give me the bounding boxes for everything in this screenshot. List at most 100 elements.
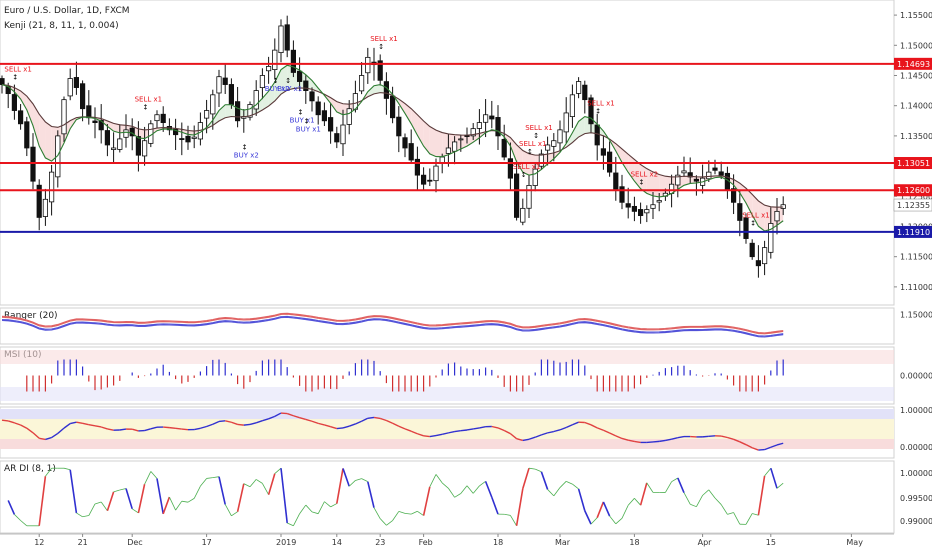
candle-body[interactable] (737, 203, 743, 221)
candle-body[interactable] (327, 117, 334, 132)
candle-body[interactable] (321, 110, 328, 122)
candle-body[interactable] (30, 146, 36, 182)
candle-body[interactable] (631, 205, 638, 212)
candle-body[interactable] (687, 172, 693, 178)
candle-body[interactable] (501, 138, 507, 158)
candle-body[interactable] (17, 110, 24, 125)
candle-body[interactable] (278, 25, 284, 54)
candle-body[interactable] (545, 144, 551, 151)
candle-body[interactable] (11, 94, 17, 111)
candle-body[interactable] (377, 60, 383, 81)
candle-body[interactable] (551, 140, 557, 147)
candle-body[interactable] (588, 97, 594, 125)
candle-body[interactable] (172, 128, 179, 136)
candle-body[interactable] (346, 108, 352, 125)
candle-body[interactable] (61, 99, 67, 135)
candle-body[interactable] (296, 70, 303, 82)
candle-body[interactable] (774, 210, 780, 222)
candle-body[interactable] (681, 170, 687, 174)
candle-body[interactable] (514, 173, 520, 218)
candle-body[interactable] (507, 158, 514, 179)
candle-body[interactable] (464, 135, 470, 137)
candle-body[interactable] (650, 204, 656, 209)
candle-body[interactable] (272, 49, 278, 70)
candle-body[interactable] (489, 115, 495, 120)
candle-body[interactable] (49, 171, 55, 203)
candle-body[interactable] (755, 260, 762, 267)
candle-body[interactable] (185, 135, 191, 143)
candle-body[interactable] (259, 75, 266, 89)
candle-body[interactable] (80, 83, 86, 110)
candle-body[interactable] (712, 167, 718, 171)
candle-body[interactable] (600, 148, 607, 156)
candle-body[interactable] (458, 138, 464, 141)
candle-body[interactable] (749, 242, 755, 258)
candle-body[interactable] (625, 203, 631, 208)
candle-body[interactable] (656, 200, 662, 203)
candle-body[interactable] (303, 80, 309, 91)
candle-body[interactable] (445, 147, 452, 154)
candle-body[interactable] (693, 178, 700, 182)
candle-body[interactable] (123, 129, 129, 138)
candle-body[interactable] (141, 140, 148, 157)
candle-body[interactable] (358, 75, 365, 92)
candle-body[interactable] (731, 188, 737, 203)
candle-body[interactable] (576, 81, 582, 94)
candle-body[interactable] (104, 130, 110, 146)
candle-body[interactable] (24, 121, 30, 149)
candle-body[interactable] (408, 143, 414, 161)
candle-body[interactable] (569, 94, 576, 117)
candle-body[interactable] (402, 137, 408, 149)
candle-body[interactable] (160, 113, 166, 124)
candle-body[interactable] (582, 84, 588, 101)
candle-body[interactable] (210, 94, 216, 115)
candle-body[interactable] (532, 168, 538, 186)
candle-body[interactable] (111, 147, 117, 150)
candle-body[interactable] (476, 122, 483, 129)
candle-body[interactable] (67, 78, 73, 97)
candle-body[interactable] (470, 128, 476, 137)
candle-body[interactable] (191, 136, 197, 139)
candle-body[interactable] (520, 207, 526, 223)
candle-body[interactable] (451, 141, 458, 152)
candle-body[interactable] (253, 90, 259, 110)
candle-body[interactable] (290, 49, 297, 73)
candle-body[interactable] (135, 136, 141, 156)
price-panel[interactable]: SELL x1↕SELL x1↕BUY x2↕BUY x1↕BUY x2↕BUY… (0, 0, 895, 306)
candle-body[interactable] (73, 77, 79, 88)
candle-body[interactable] (154, 114, 160, 122)
candle-body[interactable] (284, 24, 290, 51)
candle-body[interactable] (644, 209, 650, 214)
candle-body[interactable] (619, 186, 625, 203)
candle-body[interactable] (117, 138, 123, 150)
candle-body[interactable] (334, 133, 340, 143)
candle-body[interactable] (86, 105, 92, 119)
candle-body[interactable] (557, 129, 563, 144)
candle-body[interactable] (203, 110, 210, 119)
candle-body[interactable] (179, 138, 185, 140)
candle-body[interactable] (216, 76, 222, 94)
candle-body[interactable] (340, 124, 346, 145)
candle-body[interactable] (482, 114, 489, 123)
candle-body[interactable] (638, 209, 644, 217)
candle-body[interactable] (613, 172, 619, 190)
candle-body[interactable] (743, 217, 749, 239)
candle-body[interactable] (538, 153, 545, 167)
candle-body[interactable] (427, 179, 433, 182)
candle-body[interactable] (228, 84, 234, 105)
candle-body[interactable] (365, 56, 371, 74)
candle-body[interactable] (433, 165, 439, 182)
candle-body[interactable] (706, 171, 712, 180)
candle-body[interactable] (265, 66, 272, 72)
candle-body[interactable] (309, 91, 315, 102)
candle-body[interactable] (42, 198, 49, 217)
candle-body[interactable] (389, 95, 396, 119)
candle-body[interactable] (247, 104, 253, 118)
candle-body[interactable] (36, 184, 42, 218)
candle-body[interactable] (92, 120, 98, 124)
candle-body[interactable] (675, 174, 681, 186)
candle-body[interactable] (234, 101, 241, 122)
candle-body[interactable] (439, 156, 445, 164)
candle-body[interactable] (420, 174, 427, 185)
